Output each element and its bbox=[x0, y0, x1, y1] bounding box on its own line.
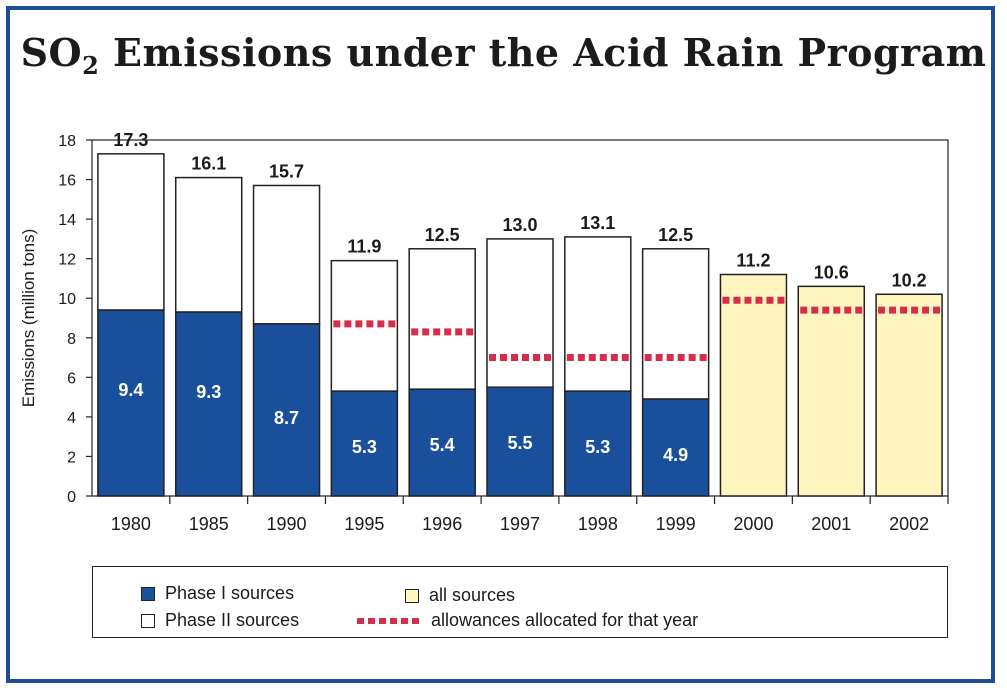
total-value-label: 11.2 bbox=[736, 250, 770, 270]
x-tick-label: 1990 bbox=[267, 514, 307, 534]
chart-legend: Phase I sources Phase II sources all sou… bbox=[92, 566, 948, 638]
bar-phase1 bbox=[408, 388, 476, 497]
bar-phase2 bbox=[564, 236, 632, 392]
x-tick-label: 1980 bbox=[111, 514, 151, 534]
x-tick-label: 1998 bbox=[578, 514, 618, 534]
bar-phase1 bbox=[564, 390, 632, 497]
x-tick-label: 2001 bbox=[811, 514, 851, 534]
legend-item-phase2: Phase II sources bbox=[141, 610, 299, 631]
phase1-value-label: 5.3 bbox=[352, 437, 377, 457]
y-tick-label: 2 bbox=[67, 449, 76, 466]
total-value-label: 13.0 bbox=[502, 215, 537, 235]
y-tick-label: 8 bbox=[67, 331, 76, 348]
y-tick-label: 16 bbox=[58, 173, 76, 190]
y-tick-label: 10 bbox=[58, 291, 76, 308]
bar-all-sources bbox=[797, 285, 866, 497]
legend-item-allowance: allowances allocated for that year bbox=[357, 610, 698, 631]
legend-swatch-phase2 bbox=[141, 613, 155, 628]
legend-item-all: all sources bbox=[405, 585, 515, 606]
y-tick-label: 12 bbox=[58, 252, 76, 269]
legend-swatch-allowance bbox=[357, 617, 419, 624]
bar-phase1 bbox=[641, 398, 710, 497]
legend-item-phase1: Phase I sources bbox=[141, 583, 294, 604]
x-tick-label: 1995 bbox=[344, 514, 384, 534]
bar-phase2 bbox=[252, 184, 321, 325]
legend-swatch-phase1 bbox=[141, 586, 155, 601]
legend-label-phase1: Phase I sources bbox=[165, 583, 295, 603]
y-tick-label: 14 bbox=[58, 212, 76, 229]
y-axis-label: Emissions (million tons) bbox=[19, 229, 38, 408]
bar-phase2 bbox=[486, 238, 554, 388]
total-value-label: 12.5 bbox=[425, 225, 460, 245]
x-tick-label: 1999 bbox=[656, 514, 696, 534]
bar-phase1 bbox=[252, 323, 321, 497]
title-subscript: 2 bbox=[82, 51, 100, 80]
phase1-value-label: 5.3 bbox=[585, 437, 610, 457]
bar-phase2 bbox=[97, 153, 165, 311]
bar-phase1 bbox=[174, 311, 243, 497]
emissions-chart: 0 2 4 6 8 10 12 14 16 18 Emissions (million tons) 1… bbox=[19, 130, 949, 534]
bar-phase1 bbox=[97, 309, 165, 497]
x-tick-label: 1985 bbox=[189, 514, 229, 534]
total-value-label: 17.3 bbox=[113, 130, 148, 150]
legend-label-allowance: allowances allocated for that year bbox=[431, 610, 699, 630]
bar-phase2 bbox=[641, 248, 710, 400]
phase1-value-label: 5.4 bbox=[430, 435, 455, 455]
phase1-value-label: 8.7 bbox=[274, 408, 299, 428]
chart-title: SO2 Emissions under the Acid Rain Progra… bbox=[0, 30, 1007, 80]
total-value-label: 10.6 bbox=[814, 262, 849, 282]
bar-phase1 bbox=[486, 386, 554, 497]
phase1-value-label: 9.3 bbox=[196, 382, 221, 402]
y-tick-label: 0 bbox=[67, 489, 76, 506]
bar-phase2 bbox=[330, 259, 399, 392]
y-tick-label: 4 bbox=[67, 410, 76, 427]
bar-phase2 bbox=[174, 176, 243, 313]
title-rest: Emissions under the Acid Rain Program bbox=[99, 30, 987, 75]
bar-phase1 bbox=[330, 390, 399, 497]
total-value-label: 12.5 bbox=[658, 225, 693, 245]
legend-label-phase2: Phase II sources bbox=[165, 610, 300, 630]
legend-swatch-all bbox=[405, 588, 419, 603]
total-value-label: 16.1 bbox=[191, 154, 226, 174]
y-tick-label: 18 bbox=[58, 133, 76, 150]
legend-label-all: all sources bbox=[429, 585, 516, 605]
total-value-label: 11.9 bbox=[347, 237, 381, 257]
phase1-value-label: 9.4 bbox=[118, 380, 143, 400]
bar-all-sources bbox=[719, 273, 788, 497]
x-tick-label: 1996 bbox=[422, 514, 462, 534]
y-tick-label: 6 bbox=[67, 370, 76, 387]
x-tick-label: 2000 bbox=[733, 514, 773, 534]
total-value-label: 10.2 bbox=[892, 270, 927, 290]
phase1-value-label: 4.9 bbox=[663, 445, 688, 465]
x-tick-label: 2002 bbox=[889, 514, 929, 534]
bar-all-sources bbox=[875, 293, 943, 497]
bar-phase2 bbox=[408, 248, 476, 390]
title-main: SO bbox=[20, 30, 83, 75]
phase1-value-label: 5.5 bbox=[507, 433, 532, 453]
total-value-label: 13.1 bbox=[580, 213, 615, 233]
total-value-label: 15.7 bbox=[269, 161, 304, 181]
x-tick-label: 1997 bbox=[500, 514, 540, 534]
